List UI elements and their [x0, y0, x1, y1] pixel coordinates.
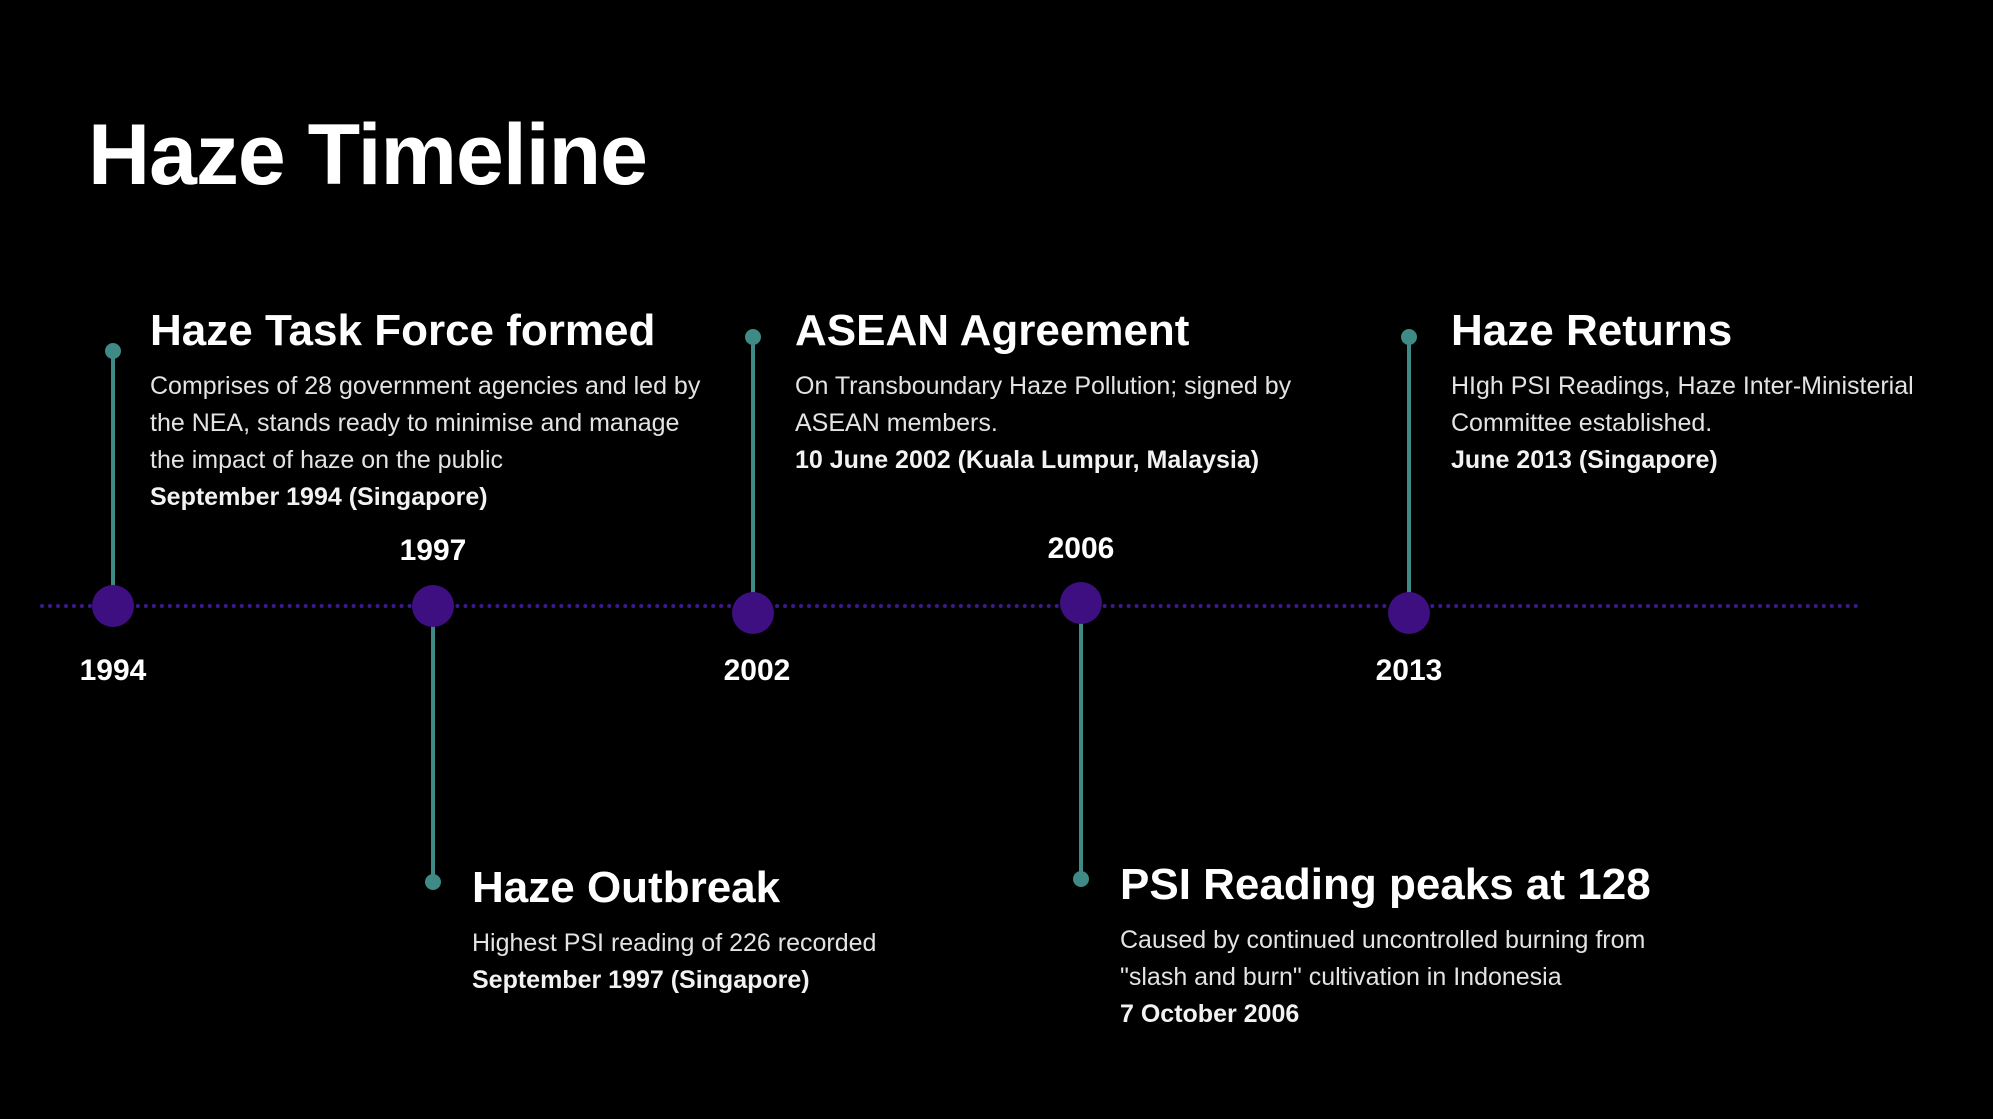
event-card-2013: Haze Returns HIgh PSI Readings, Haze Int… — [1451, 306, 1931, 479]
connector-end-dot-2002 — [745, 329, 761, 345]
page-title: Haze Timeline — [88, 107, 648, 203]
timeline-node-2002[interactable] — [732, 592, 774, 634]
event-date: June 2013 (Singapore) — [1451, 446, 1718, 475]
event-description: HIgh PSI Readings, Haze Inter-Ministeria… — [1451, 372, 1914, 438]
event-title: ASEAN Agreement — [795, 306, 1190, 355]
event-date: 7 October 2006 — [1120, 1000, 1300, 1029]
event-card-1994: Haze Task Force formed Comprises of 28 g… — [150, 306, 710, 516]
connector-2006 — [1079, 604, 1083, 879]
event-description: On Transboundary Haze Pollution; signed … — [795, 372, 1292, 438]
year-label-1997: 1997 — [399, 534, 467, 567]
event-title: Haze Task Force formed — [150, 306, 656, 355]
connector-1997 — [431, 604, 435, 882]
event-card-1997: Haze Outbreak Highest PSI reading of 226… — [472, 863, 992, 999]
timeline-axis — [40, 604, 1860, 608]
event-card-2006: PSI Reading peaks at 128 Caused by conti… — [1120, 860, 1700, 1033]
event-title: Haze Outbreak — [472, 863, 781, 912]
timeline-node-2013[interactable] — [1388, 592, 1430, 634]
connector-end-dot-1997 — [425, 874, 441, 890]
year-label-2002: 2002 — [723, 654, 791, 687]
event-description: Caused by continued uncontrolled burning… — [1120, 926, 1646, 992]
year-label-2006: 2006 — [1047, 532, 1115, 565]
year-label-1994: 1994 — [79, 654, 147, 687]
timeline-node-1994[interactable] — [92, 585, 134, 627]
timeline-node-1997[interactable] — [412, 585, 454, 627]
year-label-2013: 2013 — [1375, 654, 1443, 687]
connector-2013 — [1407, 344, 1411, 606]
event-date: September 1994 (Singapore) — [150, 483, 488, 512]
event-description: Highest PSI reading of 226 recorded — [472, 929, 877, 958]
timeline-node-2006[interactable] — [1060, 582, 1102, 624]
event-card-2002: ASEAN Agreement On Transboundary Haze Po… — [795, 306, 1355, 479]
event-title: PSI Reading peaks at 128 — [1120, 860, 1651, 909]
connector-end-dot-2013 — [1401, 329, 1417, 345]
event-title: Haze Returns — [1451, 306, 1733, 355]
connector-end-dot-2006 — [1073, 871, 1089, 887]
event-description: Comprises of 28 government agencies and … — [150, 372, 701, 475]
event-date: September 1997 (Singapore) — [472, 966, 810, 995]
connector-2002 — [751, 344, 755, 606]
connector-1994 — [111, 352, 115, 606]
event-date: 10 June 2002 (Kuala Lumpur, Malaysia) — [795, 446, 1260, 475]
connector-end-dot-1994 — [105, 343, 121, 359]
